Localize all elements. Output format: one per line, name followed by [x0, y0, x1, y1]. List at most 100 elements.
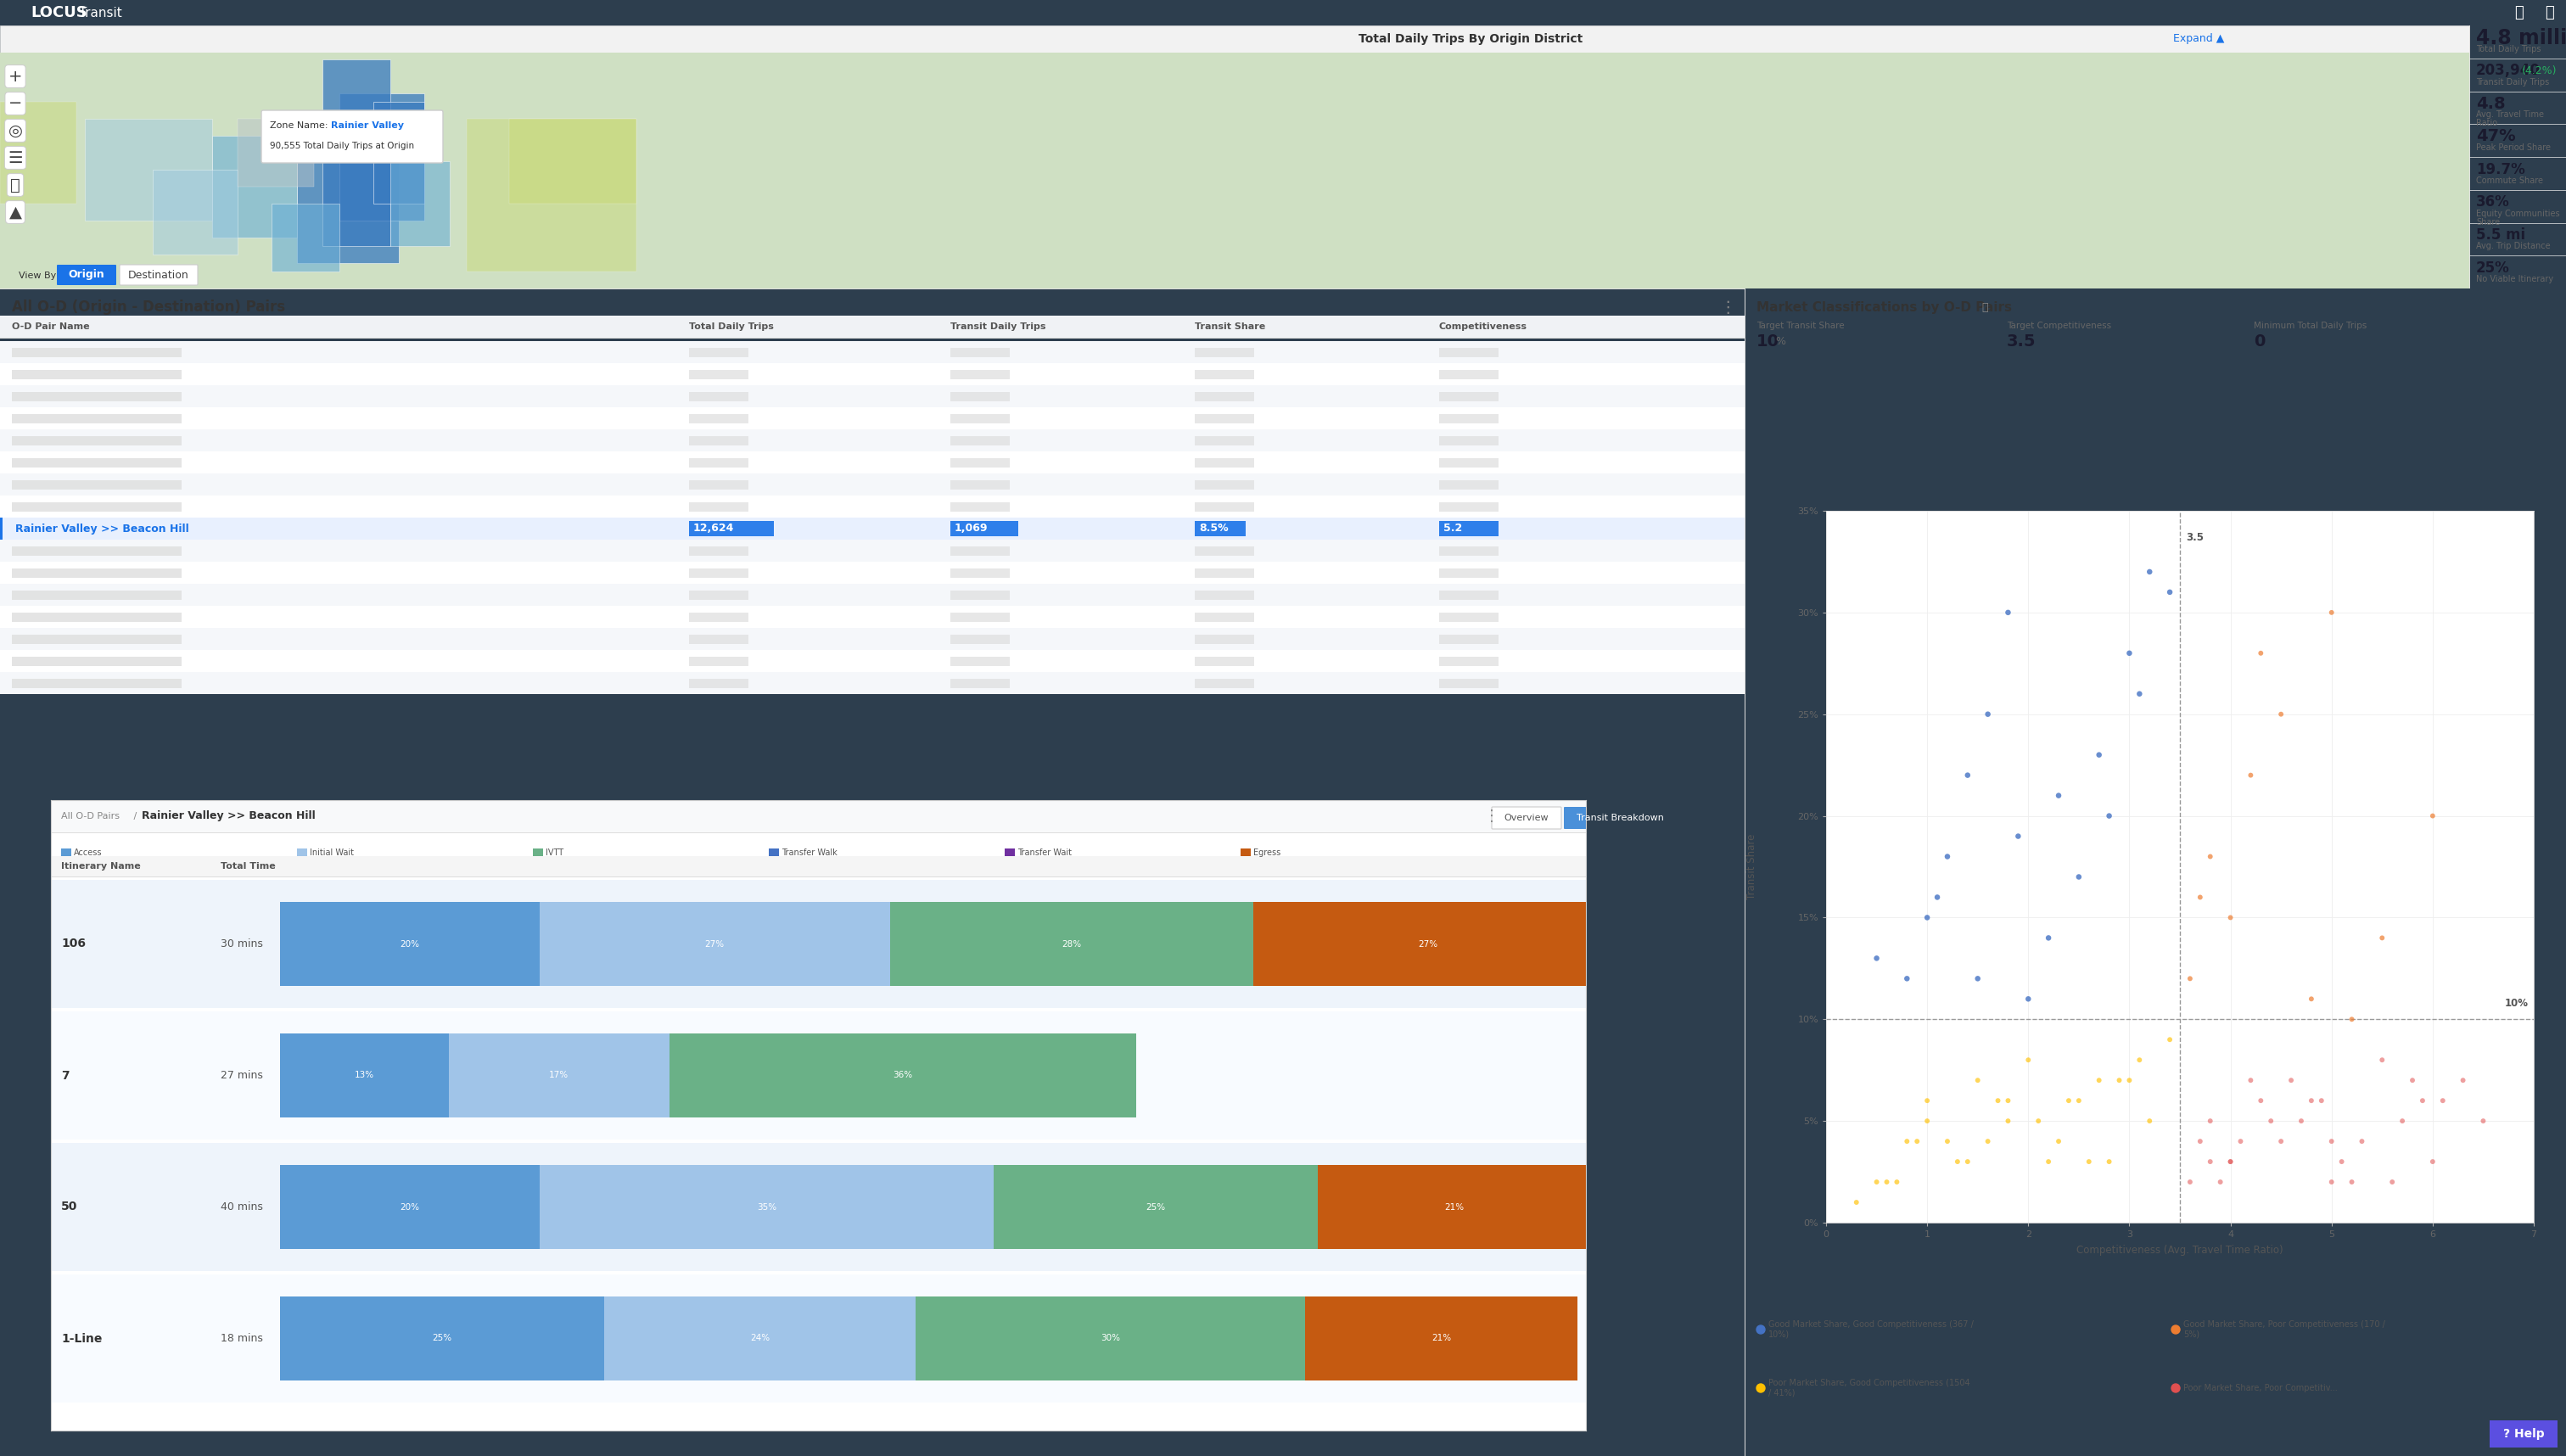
Bar: [1440, 370, 1499, 379]
Text: 5.2: 5.2: [1442, 523, 1463, 534]
Text: 21%: 21%: [1432, 1334, 1450, 1342]
Bar: [1440, 502, 1499, 511]
Point: [2068, 1150, 2109, 1174]
Text: 36%: 36%: [2476, 195, 2510, 210]
Point: [2261, 1130, 2302, 1153]
Text: Market Classifications by O-D Pairs: Market Classifications by O-D Pairs: [1758, 301, 2012, 313]
Point: [1896, 1130, 1937, 1153]
Text: Commute Share: Commute Share: [2476, 176, 2543, 185]
Text: View By: View By: [18, 271, 56, 280]
Bar: [0, 363, 1745, 386]
Bar: [1196, 502, 1255, 511]
Bar: [13, 568, 182, 578]
Point: [2150, 581, 2191, 604]
Bar: [1440, 657, 1499, 665]
Bar: [239, 119, 313, 186]
Text: (4.2%): (4.2%): [2522, 66, 2558, 76]
Point: [2037, 1130, 2078, 1153]
Point: [2078, 1069, 2120, 1092]
Point: [2130, 561, 2171, 584]
Point: [2312, 1130, 2353, 1153]
Bar: [690, 568, 749, 578]
Text: ◎: ◎: [8, 122, 23, 138]
Bar: [690, 521, 775, 536]
FancyBboxPatch shape: [56, 265, 115, 285]
Text: 203,940: 203,940: [2476, 63, 2540, 79]
Text: Total Daily Trips: Total Daily Trips: [690, 322, 775, 331]
Text: 1-Line: 1-Line: [62, 1332, 103, 1344]
Text: ⋮: ⋮: [1719, 298, 1737, 314]
Bar: [0, 341, 1745, 363]
Point: [2120, 683, 2161, 706]
Point: [2150, 1028, 2191, 1051]
Text: 3.5: 3.5: [2186, 531, 2204, 543]
Text: Peak Period Share: Peak Period Share: [2476, 144, 2551, 151]
Text: 27%: 27%: [1419, 939, 1437, 948]
Bar: [949, 370, 1011, 379]
Point: [2007, 1048, 2048, 1072]
Text: Transfer Walk: Transfer Walk: [783, 849, 837, 858]
Text: O-D Pair Name: O-D Pair Name: [13, 322, 90, 331]
Text: LOCUS: LOCUS: [31, 4, 87, 20]
Bar: [280, 1165, 539, 1249]
Bar: [51, 1274, 1586, 1402]
Text: Ratio: Ratio: [2476, 119, 2497, 128]
Bar: [1196, 414, 1255, 424]
Bar: [0, 606, 1745, 628]
Bar: [13, 392, 182, 402]
Bar: [0, 562, 1745, 584]
Bar: [0, 517, 1745, 540]
Point: [2361, 926, 2402, 949]
Point: [1989, 1109, 2030, 1133]
Bar: [1440, 480, 1499, 489]
Point: [2230, 763, 2271, 786]
Point: [2058, 865, 2099, 888]
Bar: [0, 584, 1745, 606]
Bar: [690, 657, 749, 665]
Bar: [949, 521, 1019, 536]
Point: [2189, 1109, 2230, 1133]
Text: 17%: 17%: [549, 1072, 570, 1080]
Bar: [1440, 348, 1499, 357]
Point: [1989, 601, 2030, 625]
Circle shape: [2171, 1383, 2181, 1392]
Text: Minimum Total Daily Trips: Minimum Total Daily Trips: [2253, 322, 2366, 331]
Point: [1937, 1150, 1978, 1174]
Point: [2412, 804, 2453, 827]
Point: [2291, 1089, 2332, 1112]
Bar: [949, 459, 1011, 467]
Point: [2340, 1130, 2381, 1153]
Text: 20%: 20%: [400, 939, 418, 948]
Bar: [13, 678, 182, 689]
Text: 7: 7: [62, 1070, 69, 1082]
FancyBboxPatch shape: [2489, 1418, 2558, 1449]
Text: Rainier Valley: Rainier Valley: [331, 121, 403, 130]
FancyBboxPatch shape: [1563, 807, 1676, 828]
Text: 25%: 25%: [1147, 1203, 1165, 1211]
Bar: [539, 903, 890, 986]
Bar: [0, 52, 2468, 288]
Text: Transit Breakdown: Transit Breakdown: [1576, 814, 1663, 823]
Bar: [1196, 370, 1255, 379]
Point: [1989, 1089, 2030, 1112]
Point: [2017, 1109, 2058, 1133]
Text: /: /: [131, 812, 139, 821]
Bar: [690, 546, 749, 556]
Bar: [949, 546, 1011, 556]
Point: [1886, 1130, 1927, 1153]
Bar: [0, 102, 77, 204]
Bar: [690, 613, 749, 622]
Text: 30 mins: 30 mins: [221, 939, 262, 949]
Text: Target Competitiveness: Target Competitiveness: [2007, 322, 2112, 331]
Bar: [0, 673, 1745, 695]
Text: 19.7%: 19.7%: [2476, 162, 2525, 178]
Text: 4.8 million: 4.8 million: [2476, 28, 2566, 48]
Bar: [13, 613, 182, 622]
Point: [2220, 1130, 2261, 1153]
Text: 40 mins: 40 mins: [221, 1201, 262, 1213]
Bar: [1440, 678, 1499, 689]
Point: [2381, 1109, 2422, 1133]
Text: Itinerary Name: Itinerary Name: [62, 862, 141, 871]
Text: 10: 10: [1758, 333, 1778, 349]
Bar: [993, 1165, 1319, 1249]
